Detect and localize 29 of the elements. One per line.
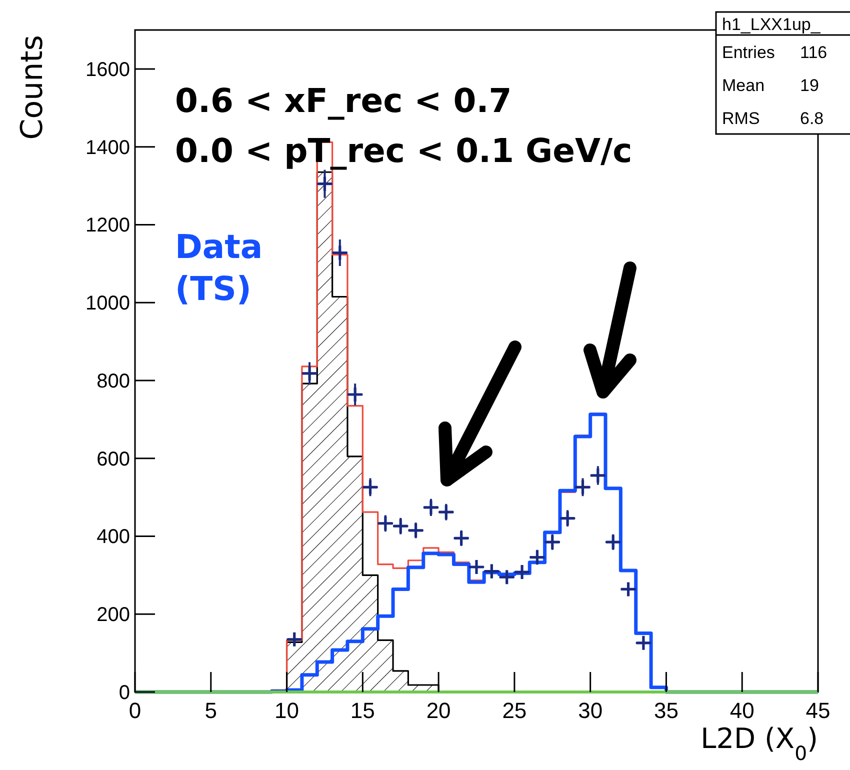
y-tick-label: 600 [96,448,130,470]
y-tick-label: 1000 [86,292,130,315]
x-tick-label: 25 [502,698,527,723]
x-tick-label: 35 [654,698,678,723]
y-axis-title: Counts [15,35,50,140]
x-axis-title: L2D (X$_{0}$) [700,722,818,764]
annotation: 116 [800,43,828,62]
annotation: Data (TS) [175,227,263,308]
annotation: RMS [722,109,760,128]
annotation: Mean [722,76,765,95]
annotation: 6.8 [800,109,824,128]
y-tick-label: 200 [96,604,130,626]
x-tick-label: 10 [274,698,300,723]
x-tick-label: 45 [806,698,830,723]
annotation: Entries [722,43,775,62]
y-tick-label: 1600 [86,58,130,81]
annotation: h1_LXX1up_ [722,15,821,34]
annotation: 0.6 < xF_rec < 0.7 [175,81,512,120]
x-tick-label: 30 [578,698,603,723]
y-tick-label: 0 [118,682,130,704]
y-tick-label: 1200 [86,214,130,237]
annotation: 19 [800,76,819,95]
x-tick-label: 5 [204,698,218,723]
x-tick-label: 20 [426,698,451,723]
x-tick-label: 40 [730,698,754,723]
x-tick-label: 15 [350,698,375,723]
y-tick-label: 400 [96,526,130,548]
y-tick-label: 1400 [86,136,130,159]
y-tick-label: 800 [96,370,130,392]
